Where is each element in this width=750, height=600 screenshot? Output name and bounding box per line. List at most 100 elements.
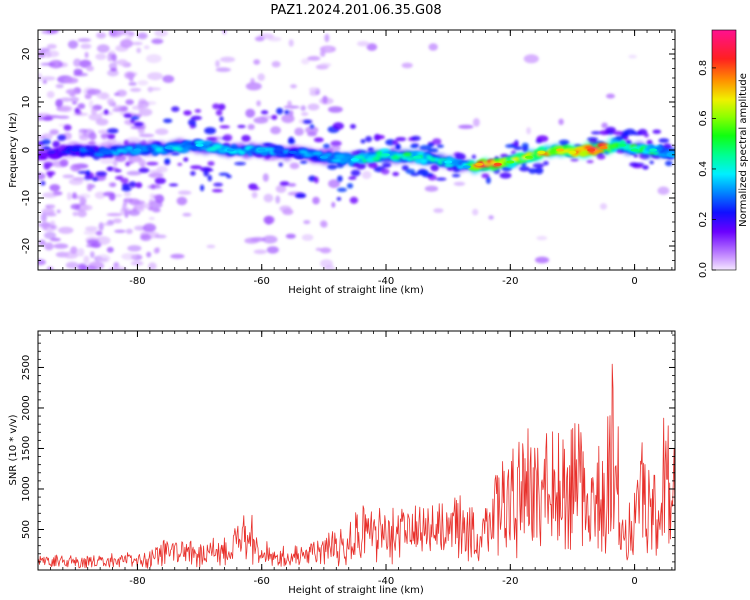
colorbar-tick-label: 0.0 xyxy=(698,262,709,278)
noise-blob xyxy=(170,253,185,259)
y-tick-label: -20 xyxy=(21,238,32,254)
sideband-blob xyxy=(350,124,356,129)
sideband-blob xyxy=(135,182,143,189)
noise-blob xyxy=(65,261,79,269)
noise-blob xyxy=(257,73,266,81)
noise-blob xyxy=(41,133,53,140)
noise-blob xyxy=(73,72,88,77)
sideband-blob xyxy=(405,168,416,174)
y-tick-label: 0 xyxy=(21,147,32,153)
noise-blob xyxy=(73,58,82,67)
noise-blob xyxy=(147,184,162,189)
sideband-blob xyxy=(129,181,137,188)
noise-blob xyxy=(138,159,146,167)
noise-blob xyxy=(55,99,63,108)
ridge-blob xyxy=(312,151,323,156)
sideband-blob xyxy=(92,177,99,182)
noise-blob xyxy=(294,127,304,136)
sideband-blob xyxy=(295,192,307,199)
sideband-blob xyxy=(63,124,72,131)
noise-blob xyxy=(123,198,134,203)
sideband-blob xyxy=(300,160,308,164)
noise-blob xyxy=(137,104,144,111)
ridge-point xyxy=(40,153,49,157)
ridge-blob xyxy=(596,148,605,153)
noise-blob xyxy=(39,53,46,58)
noise-blob xyxy=(107,52,113,62)
sideband-blob xyxy=(206,137,217,141)
noise-blob xyxy=(40,47,51,53)
noise-blob xyxy=(143,45,150,50)
noise-blob xyxy=(138,108,153,117)
noise-blob xyxy=(96,254,111,263)
sideband-blob xyxy=(430,164,440,172)
noise-blob xyxy=(42,192,58,199)
sideband-blob xyxy=(249,186,260,191)
colorbar: 0.0 0.2 0.4 0.6 0.8 Normalized spectral ampl… xyxy=(698,29,749,278)
noise-blob xyxy=(85,226,98,232)
noise-blob xyxy=(41,76,56,81)
noise-blob xyxy=(86,88,102,96)
sideband-blob xyxy=(436,144,444,148)
noise-blob xyxy=(95,236,111,245)
noise-blob xyxy=(215,67,231,72)
noise-blob xyxy=(148,216,155,221)
sideband-blob xyxy=(330,140,342,147)
colorbar-tick-label: 0.8 xyxy=(698,60,709,76)
noise-blob xyxy=(125,33,133,40)
sideband-blob xyxy=(103,109,109,115)
spectrogram-xlabel: Height of straight line (km) xyxy=(288,285,424,296)
noise-blob xyxy=(86,183,93,192)
x-tick-label: -60 xyxy=(254,576,270,587)
x-tick-label: -60 xyxy=(254,276,270,287)
sideband-blob xyxy=(108,135,115,139)
noise-blob xyxy=(123,191,131,197)
noise-blob xyxy=(488,215,494,220)
noise-blob xyxy=(458,124,474,129)
ridge-blob xyxy=(372,156,381,162)
x-tick-label: -20 xyxy=(502,276,518,287)
noise-blob xyxy=(315,247,322,251)
sideband-blob xyxy=(278,162,283,167)
noise-blob xyxy=(309,90,319,97)
ridge-point xyxy=(493,162,502,166)
sideband-blob xyxy=(171,151,180,156)
noise-blob xyxy=(107,69,119,77)
sideband-blob xyxy=(658,138,670,144)
noise-blob xyxy=(70,203,81,210)
ridge-blob xyxy=(195,140,205,145)
noise-blob xyxy=(628,54,637,59)
sideband-blob xyxy=(349,196,359,204)
sideband-blob xyxy=(303,119,312,124)
noise-blob xyxy=(266,246,279,254)
ridge-point xyxy=(556,148,564,152)
sideband-blob xyxy=(43,161,54,168)
noise-blob xyxy=(49,204,55,209)
y-tick-label: 2500 xyxy=(21,355,32,380)
noise-blob xyxy=(130,260,144,266)
sideband-blob xyxy=(336,197,342,201)
spectrogram-ylabel: Frequency (Hz) xyxy=(8,112,19,188)
sideband-blob xyxy=(596,154,606,160)
sideband-blob xyxy=(360,139,366,144)
noise-blob xyxy=(77,248,85,257)
noise-blob xyxy=(137,80,149,86)
noise-blob xyxy=(128,209,141,216)
sideband-blob xyxy=(260,110,269,115)
colorbar-tick-label: 0.2 xyxy=(698,212,709,228)
noise-blob xyxy=(245,108,256,118)
noise-blob xyxy=(536,235,548,241)
noise-blob xyxy=(289,162,300,170)
sideband-blob xyxy=(107,166,113,171)
sideband-blob xyxy=(499,172,512,179)
noise-blob xyxy=(98,222,104,231)
noise-blob xyxy=(57,115,70,119)
noise-blob xyxy=(142,223,157,233)
sideband-blob xyxy=(204,127,217,135)
y-tick-label: 1500 xyxy=(21,436,32,461)
sideband-blob xyxy=(416,169,429,176)
noise-blob xyxy=(319,97,334,105)
y-tick-label: 2000 xyxy=(21,395,32,420)
sideband-blob xyxy=(130,116,140,120)
sideband-blob xyxy=(279,181,290,187)
